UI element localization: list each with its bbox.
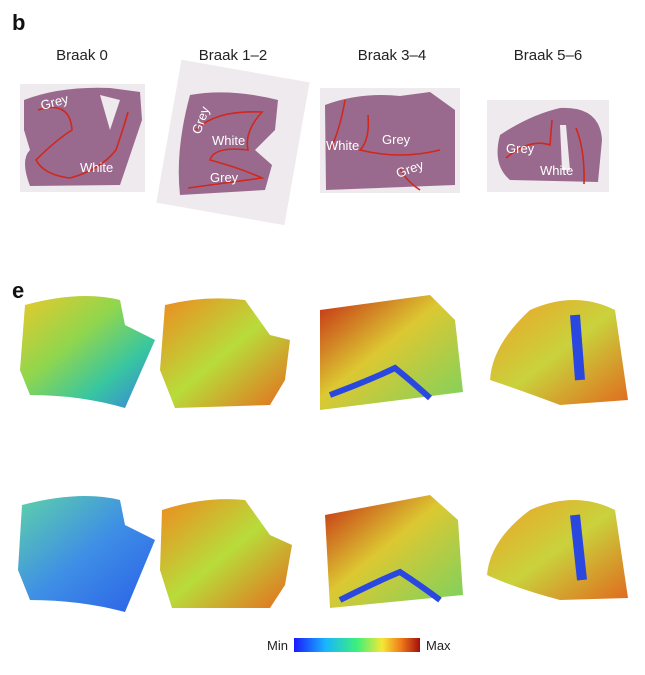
colorbar-max: Max (426, 638, 451, 653)
region-label: White (80, 160, 113, 175)
he-image: Grey White Grey (156, 59, 310, 226)
column-header: Braak 1–2 (199, 47, 267, 64)
panel-label: e (12, 278, 24, 303)
region-label: Grey (210, 170, 239, 185)
colorbar (294, 638, 420, 652)
region-label: Grey (39, 91, 71, 113)
region-label: White (540, 163, 573, 178)
region-label: Grey (382, 132, 411, 147)
he-image: Grey White (487, 100, 609, 192)
column-header: Braak 0 (56, 47, 108, 64)
he-image: Grey White (20, 84, 145, 192)
panel-label: b (12, 10, 25, 35)
column-header: Braak 5–6 (514, 47, 582, 64)
region-label: White (326, 138, 359, 153)
region-label: White (212, 133, 245, 148)
heatmap-row (20, 295, 628, 410)
he-image: White Grey Grey (320, 88, 460, 193)
region-label: Grey (506, 141, 535, 156)
column-header: Braak 3–4 (358, 47, 426, 64)
heatmap-row (18, 495, 628, 612)
colorbar-min: Min (267, 638, 288, 653)
